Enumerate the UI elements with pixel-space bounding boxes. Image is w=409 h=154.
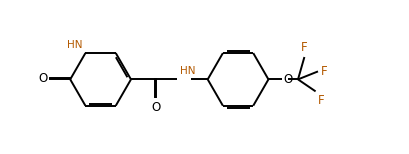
Text: O: O [151,101,160,114]
Text: F: F [301,41,308,54]
Text: F: F [318,94,325,107]
Text: F: F [321,65,328,78]
Text: O: O [38,72,48,85]
Text: O: O [283,73,293,86]
Text: HN: HN [180,66,195,76]
Text: HN: HN [67,40,82,50]
